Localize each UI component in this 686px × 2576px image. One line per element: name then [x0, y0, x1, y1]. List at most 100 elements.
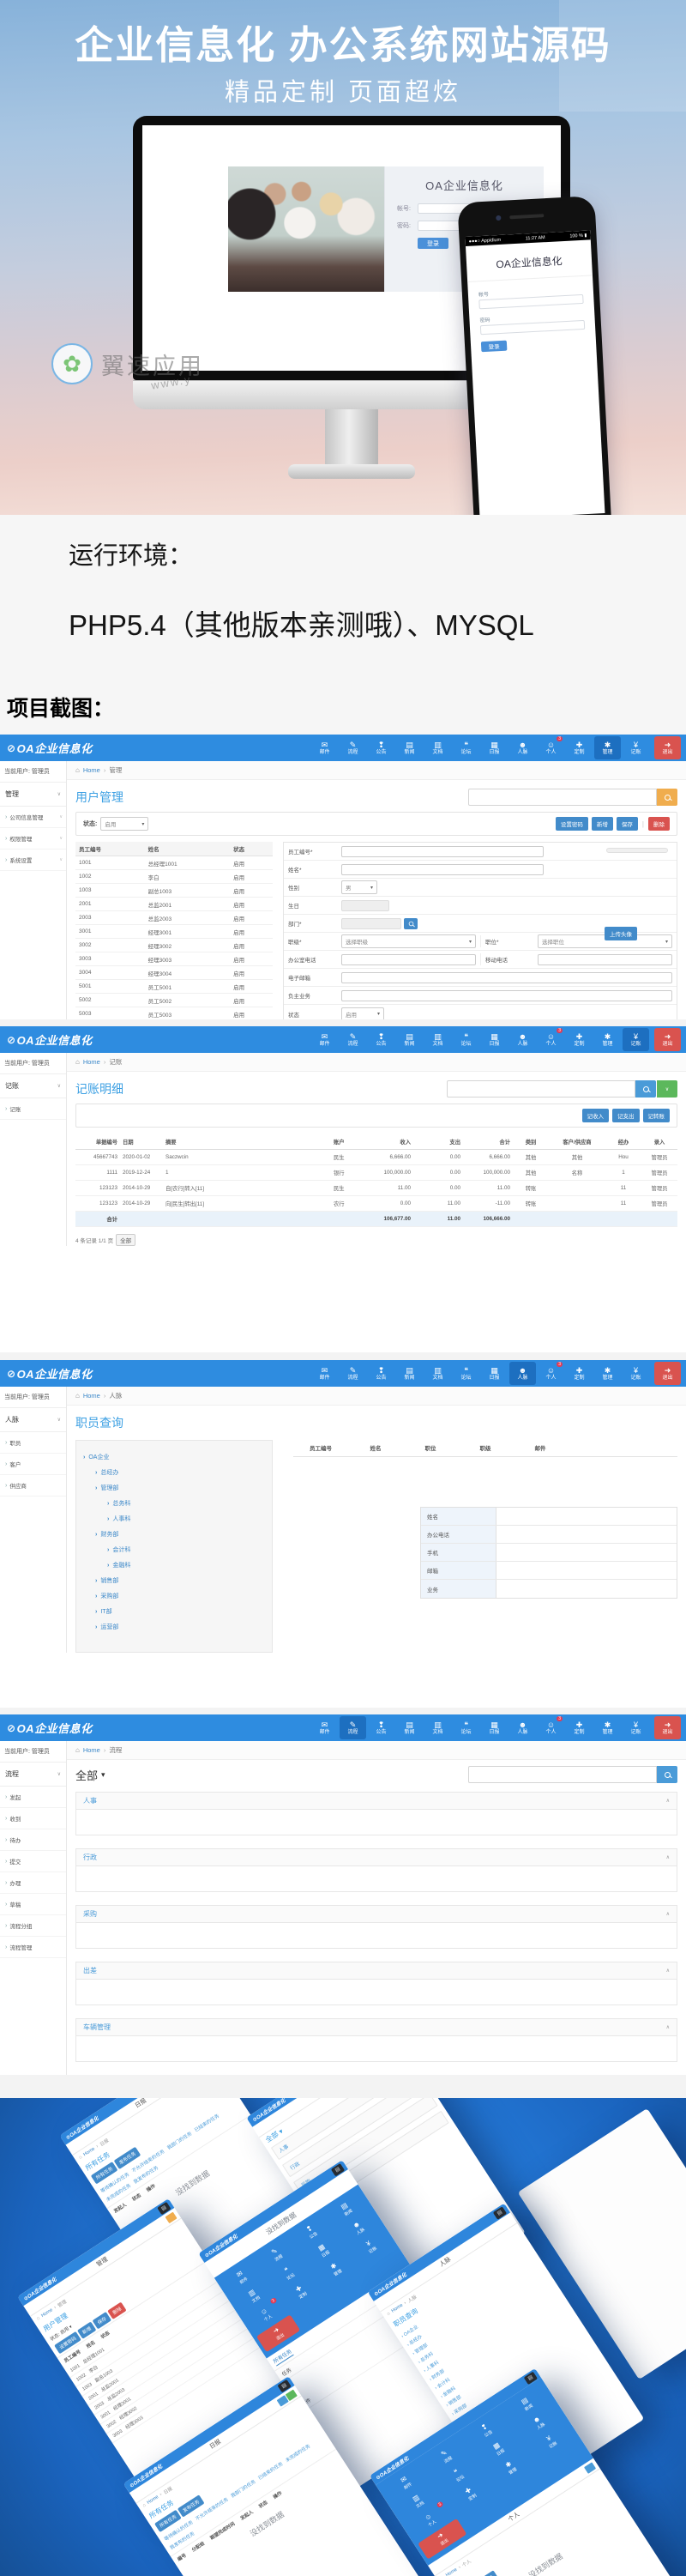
org-tree-node[interactable]: 金融科	[107, 1557, 265, 1573]
sidebar-item[interactable]: 流程管理	[0, 1937, 66, 1958]
navbar-item[interactable]: ✎ 流程	[340, 1028, 366, 1051]
delete-button[interactable]: 删除	[648, 817, 670, 831]
navbar-item[interactable]: ✱ 管理	[594, 736, 621, 759]
dept-search-button[interactable]	[404, 917, 418, 929]
sidebar-menu-title[interactable]: 人脉	[0, 1408, 66, 1432]
navbar-item[interactable]: ❢ 公告	[368, 736, 394, 759]
sidebar-item[interactable]: 公司信息管理	[0, 807, 66, 828]
emp-no-input[interactable]	[341, 845, 544, 857]
dept-input[interactable]	[341, 917, 401, 929]
org-tree-node[interactable]: 人事科	[107, 1511, 265, 1527]
navbar-item[interactable]: ✎ 流程	[340, 1716, 366, 1739]
app-logo[interactable]: ⊘ OA企业信息化	[0, 1026, 93, 1053]
navbar-item[interactable]: ▦ 日报	[481, 736, 508, 759]
navbar-item[interactable]: ✚ 定制	[566, 1362, 593, 1385]
panel-header[interactable]: 车辆管理 ∧	[75, 2018, 677, 2036]
sidebar-item[interactable]: 收到	[0, 1808, 66, 1829]
toolbar-button[interactable]: 记支出	[612, 1109, 640, 1122]
search-input[interactable]	[468, 1766, 657, 1783]
navbar-item[interactable]: ❝ 论坛	[453, 736, 479, 759]
business-input[interactable]	[341, 989, 672, 1001]
sidebar-item[interactable]: 客户	[0, 1454, 66, 1475]
navbar-item[interactable]: ☺ 个人 3	[538, 1028, 564, 1051]
table-row[interactable]: 1002 李白 启用	[75, 869, 273, 884]
navbar-item[interactable]: ☻ 人脉	[509, 1362, 536, 1385]
toolbar-button[interactable]: 记收入	[581, 1109, 609, 1122]
collapse-icon[interactable]: ∧	[665, 2025, 670, 2030]
sidebar-menu-title[interactable]: 管理	[0, 783, 66, 807]
collapse-icon[interactable]: ∧	[665, 1799, 670, 1804]
navbar-item[interactable]: ✱ 管理	[594, 1716, 621, 1739]
breadcrumb-home-link[interactable]: Home	[82, 766, 100, 774]
search-button[interactable]	[657, 1766, 677, 1783]
navbar-item[interactable]: ▤ 新闻	[396, 1028, 423, 1051]
sidebar-item[interactable]: 办理	[0, 1872, 66, 1894]
panel-header[interactable]: 人事 ∧	[75, 1792, 677, 1810]
navbar-item[interactable]: ✚ 定制	[566, 736, 593, 759]
navbar-item[interactable]: ▥ 文档	[424, 736, 451, 759]
navbar-item[interactable]: ☺ 个人 3	[538, 1362, 564, 1385]
toolbar-button[interactable]: 设置密码	[555, 817, 588, 831]
navbar-item[interactable]: ¥ 记账	[623, 736, 649, 759]
breadcrumb-home-link[interactable]: Home	[82, 1746, 100, 1754]
navbar-item[interactable]: ❝ 论坛	[453, 1362, 479, 1385]
search-input[interactable]	[447, 1080, 635, 1098]
navbar-item[interactable]: ➜ 退出	[654, 1716, 681, 1739]
table-row[interactable]: 3004 经理3004 启用	[75, 965, 273, 980]
table-row[interactable]: 3002 经理3002 启用	[75, 938, 273, 952]
navbar-item[interactable]: ¥ 记账	[623, 1028, 649, 1051]
table-row[interactable]: 2003 总监2003 启用	[75, 910, 273, 925]
org-tree-node[interactable]: OA企业	[83, 1449, 265, 1465]
upload-avatar-button[interactable]: 上传头像	[605, 927, 637, 940]
office-phone-input[interactable]	[341, 953, 476, 965]
org-tree-node[interactable]: 总经办	[95, 1465, 265, 1480]
navbar-item[interactable]: ✎ 流程	[340, 736, 366, 759]
navbar-item[interactable]: ▦ 日报	[481, 1716, 508, 1739]
org-tree-node[interactable]: IT部	[95, 1604, 265, 1619]
navbar-item[interactable]: ¥ 记账	[623, 1362, 649, 1385]
navbar-item[interactable]: ▤ 新闻	[396, 1716, 423, 1739]
navbar-item[interactable]: ❝ 论坛	[453, 1028, 479, 1051]
navbar-item[interactable]: ✱ 管理	[594, 1362, 621, 1385]
navbar-item[interactable]: ▤ 新闻	[396, 736, 423, 759]
navbar-item[interactable]: ▥ 文档	[424, 1362, 451, 1385]
navbar-item[interactable]: ✉ 邮件	[311, 1028, 338, 1051]
search-options-button[interactable]: ∨	[657, 1080, 677, 1098]
breadcrumb-home-link[interactable]: Home	[82, 1058, 100, 1066]
table-row[interactable]: 5003 员工5003 启用	[75, 1007, 273, 1019]
grade-select[interactable]: 选择职级	[341, 934, 476, 948]
sidebar-menu-title[interactable]: 流程	[0, 1763, 66, 1787]
status-select[interactable]: 启用	[341, 1007, 384, 1019]
table-row[interactable]: 5002 员工5002 启用	[75, 993, 273, 1007]
navbar-item[interactable]: ▥ 文档	[424, 1716, 451, 1739]
email-input[interactable]	[341, 971, 672, 983]
navbar-item[interactable]: ▤ 新闻	[396, 1362, 423, 1385]
search-input[interactable]	[468, 789, 657, 806]
navbar-item[interactable]: ➜ 退出	[654, 1362, 681, 1385]
panel-header[interactable]: 行政 ∧	[75, 1848, 677, 1866]
breadcrumb-home-link[interactable]: Home	[82, 1392, 100, 1400]
org-tree-node[interactable]: 销售部	[95, 1573, 265, 1588]
table-row[interactable]: 1001 总经理1001 启用	[75, 856, 273, 870]
gender-select[interactable]: 男	[341, 880, 377, 894]
navbar-item[interactable]: ✉ 邮件	[311, 736, 338, 759]
name-input[interactable]	[341, 863, 544, 875]
navbar-item[interactable]: ▥ 文档	[424, 1028, 451, 1051]
collapse-icon[interactable]: ∧	[665, 1968, 670, 1974]
navbar-item[interactable]: ☺ 个人 3	[538, 736, 564, 759]
app-logo[interactable]: ⊘ OA企业信息化	[0, 1360, 93, 1387]
search-button[interactable]	[657, 789, 677, 806]
birthday-input[interactable]	[341, 899, 389, 911]
pagination-all[interactable]: 全部	[116, 1234, 136, 1246]
navbar-item[interactable]: ➜ 退出	[654, 1028, 681, 1051]
sidebar-item[interactable]: 提交	[0, 1851, 66, 1872]
sidebar-menu-title[interactable]: 记账	[0, 1074, 66, 1098]
navbar-item[interactable]: ❢ 公告	[368, 1362, 394, 1385]
panel-header[interactable]: 采购 ∧	[75, 1905, 677, 1923]
table-row[interactable]: 2001 总监2001 启用	[75, 897, 273, 911]
sidebar-item[interactable]: 待办	[0, 1829, 66, 1851]
table-row[interactable]: 3001 经理3001 启用	[75, 924, 273, 939]
panel-header[interactable]: 出差 ∧	[75, 1962, 677, 1980]
navbar-item[interactable]: ✱ 管理	[594, 1028, 621, 1051]
navbar-item[interactable]: ▦ 日报	[481, 1028, 508, 1051]
